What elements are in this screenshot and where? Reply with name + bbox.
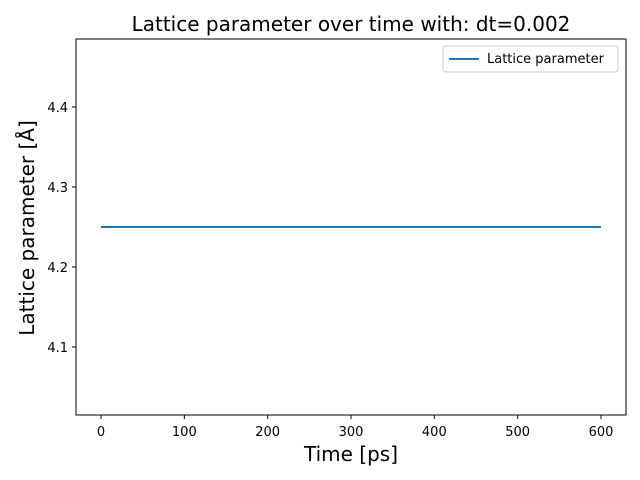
x-tick-label-200: 200: [255, 425, 280, 440]
y-tick-label-4.4: 4.4: [47, 101, 68, 116]
x-tick-label-0: 0: [97, 425, 105, 440]
x-tick-label-100: 100: [172, 425, 197, 440]
x-tick-label-500: 500: [505, 425, 530, 440]
x-tick-label-400: 400: [422, 425, 447, 440]
legend-label: Lattice parameter: [487, 52, 605, 67]
legend-frame: [442, 45, 619, 73]
y-tick-label-4.3: 4.3: [47, 181, 68, 196]
y-tick-label-4.1: 4.1: [47, 341, 68, 356]
chart-title: Lattice parameter over time with: dt=0.0…: [132, 12, 571, 36]
x-axis-label: Time [ps]: [303, 442, 398, 466]
plot-area: 0 100 200 300 400 500 600 4.1 4.2 4.3 4.4: [47, 38, 627, 440]
legend: Lattice parameter: [442, 45, 619, 73]
y-axis-label: Lattice parameter [Å]: [15, 120, 39, 336]
y-tick-label-4.2: 4.2: [47, 261, 68, 276]
x-tick-label-300: 300: [339, 425, 364, 440]
x-tick-label-600: 600: [589, 425, 614, 440]
